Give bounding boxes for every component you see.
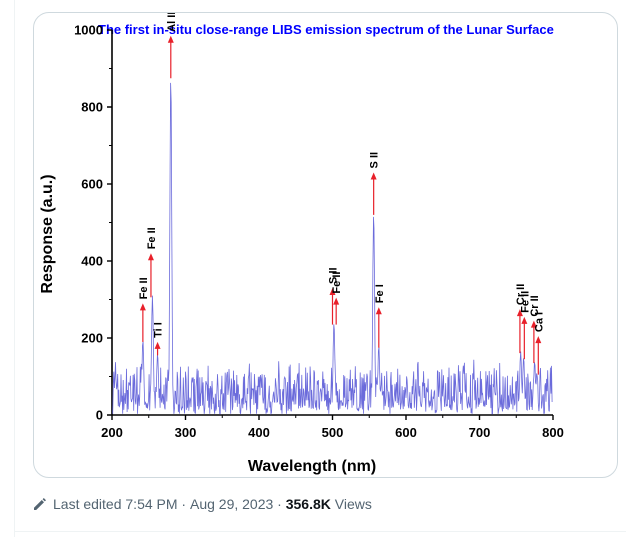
annotation-arrow-head xyxy=(521,316,528,324)
x-tick-label: 800 xyxy=(542,425,564,440)
peak-label: Ca I xyxy=(533,312,545,332)
annotation-arrow-head xyxy=(329,287,336,295)
spectrum-series-line xyxy=(112,82,553,416)
peak-label: Al II xyxy=(166,13,178,32)
y-tick-label: 200 xyxy=(81,331,103,346)
peak-label: S II xyxy=(369,152,381,169)
post-media-image[interactable]: The first in-situ close-range LIBS emiss… xyxy=(33,12,618,478)
post-meta: Last edited 7:54 PM · Aug 29, 2023 · 356… xyxy=(32,494,372,514)
separator-dot: · xyxy=(181,496,187,512)
post-date[interactable]: Aug 29, 2023 xyxy=(189,496,274,512)
peak-label: S II xyxy=(328,267,340,284)
annotation-arrow-head xyxy=(154,341,161,349)
x-tick-label: 300 xyxy=(175,425,197,440)
y-tick-label: 400 xyxy=(81,254,103,269)
annotation-arrow-head xyxy=(530,320,537,328)
thread-divider-left xyxy=(14,0,15,537)
post-time[interactable]: 7:54 PM xyxy=(125,496,178,512)
annotation-arrow-head xyxy=(535,336,542,344)
peak-label: Fe II xyxy=(519,291,531,313)
views-label: Views xyxy=(334,496,372,512)
views-count: 356.8K xyxy=(285,496,331,512)
x-axis: 200 300 400 500 600 700 800 xyxy=(101,415,564,440)
x-tick-label: 700 xyxy=(469,425,491,440)
peak-label: Fe II xyxy=(146,227,158,249)
y-axis: 0 200 400 600 800 1000 xyxy=(74,23,112,423)
separator-dot: · xyxy=(277,496,282,512)
annotation-arrow-head xyxy=(139,303,146,311)
annotation-arrow-head xyxy=(147,253,154,261)
x-tick-label: 600 xyxy=(395,425,417,440)
peak-label: Ti I xyxy=(153,322,165,338)
pencil-icon xyxy=(34,498,46,510)
peak-label: Fe II xyxy=(331,272,343,294)
edited-label[interactable]: Last edited xyxy=(53,496,122,512)
plot-frame xyxy=(111,30,553,416)
y-tick-label: 0 xyxy=(96,408,103,423)
x-tick-label: 400 xyxy=(248,425,270,440)
annotation-arrow-head xyxy=(167,35,174,43)
annotation-arrow-head xyxy=(370,172,377,180)
y-tick-label: 1000 xyxy=(74,23,103,38)
annotation-arrow-head xyxy=(375,307,382,315)
chart-title: The first in-situ close-range LIBS emiss… xyxy=(98,22,554,37)
peak-label: Fe II xyxy=(138,277,150,299)
peak-label: Cr II xyxy=(529,295,541,316)
annotation-arrow-head xyxy=(333,297,340,305)
spectrum-chart: The first in-situ close-range LIBS emiss… xyxy=(39,13,564,475)
y-axis-label: Response (a.u.) xyxy=(39,174,56,293)
x-tick-label: 200 xyxy=(101,425,123,440)
divider xyxy=(14,531,626,532)
peak-label: Cr II xyxy=(515,284,527,305)
peak-label: Fe I xyxy=(374,284,386,303)
y-tick-label: 800 xyxy=(81,100,103,115)
x-tick-label: 500 xyxy=(322,425,344,440)
annotation-arrow-head xyxy=(516,309,523,317)
x-axis-label: Wavelength (nm) xyxy=(248,458,376,475)
y-tick-label: 600 xyxy=(81,177,103,192)
